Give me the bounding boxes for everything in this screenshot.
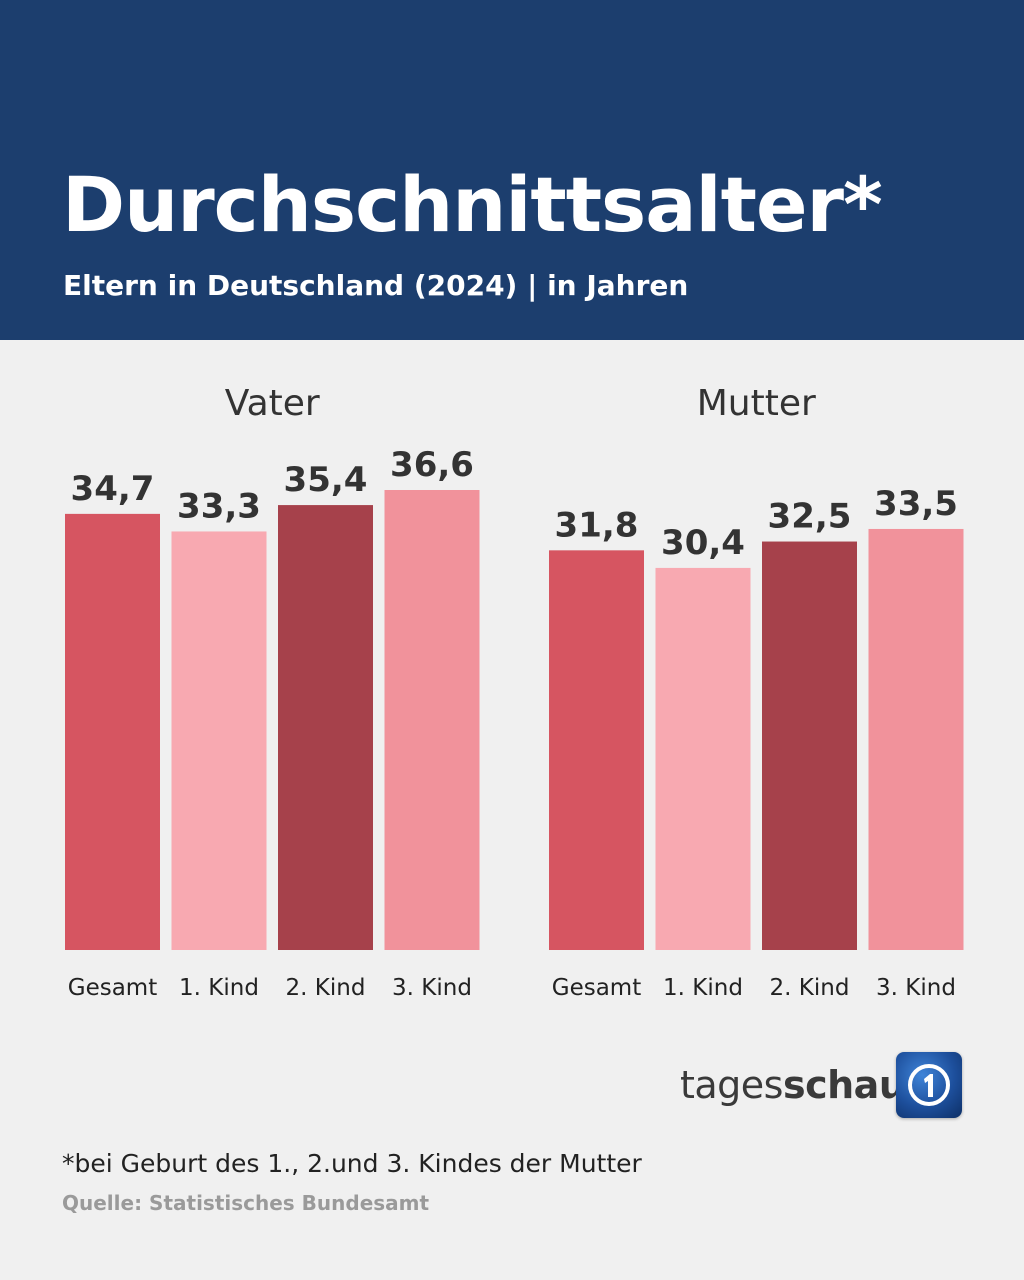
bar-vater-1 [65,513,160,950]
category-label-vater-4: 3. Kind [392,975,472,1001]
category-label-vater-3: 2. Kind [286,975,366,1001]
data-label-vater-3: 35,4 [284,460,368,500]
category-label-mutter-3: 2. Kind [770,975,850,1001]
page-subtitle: Eltern in Deutschland (2024) | in Jahren [63,269,689,302]
brand-bold: schau [782,1063,906,1107]
data-label-mutter-2: 30,4 [661,523,745,563]
bar-vater-3 [278,505,373,950]
category-label-mutter-1: Gesamt [552,975,641,1001]
bar-vater-2 [171,531,267,950]
data-label-vater-4: 36,6 [390,445,474,485]
page-title: Durchschnittsalter* [62,160,883,249]
brand-regular: tages [680,1063,783,1107]
bar-mutter-4 [868,528,964,950]
data-label-vater-2: 33,3 [177,486,261,526]
data-label-vater-1: 34,7 [71,469,155,509]
source-note: Quelle: Statistisches Bundesamt [62,1191,430,1215]
bar-mutter-2 [655,567,751,950]
data-label-mutter-1: 31,8 [555,505,639,545]
tagesschau-wordmark: tagesschau [680,1060,906,1110]
footnote: *bei Geburt des 1., 2.und 3. Kindes der … [62,1149,642,1178]
bar-chart: Vater 34,7 Gesamt 33,3 1. Kind 35,4 2. Kind 36,… [65,383,964,1001]
bar-vater-4 [384,490,480,950]
category-label-vater-2: 1. Kind [179,975,259,1001]
category-label-mutter-4: 3. Kind [876,975,956,1001]
panel-title-vater: Vater [225,383,320,424]
header-banner: Durchschnittsalter* Eltern in Deutschlan… [0,0,1024,340]
panel-title-mutter: Mutter [697,383,816,424]
bar-mutter-3 [762,541,857,950]
category-label-mutter-2: 1. Kind [663,975,743,1001]
data-label-mutter-4: 33,5 [874,484,958,524]
ard-tagesschau-logo-icon [896,1052,962,1118]
data-label-mutter-3: 32,5 [768,497,852,537]
category-label-vater-1: Gesamt [68,975,157,1001]
bar-mutter-1 [549,550,644,950]
